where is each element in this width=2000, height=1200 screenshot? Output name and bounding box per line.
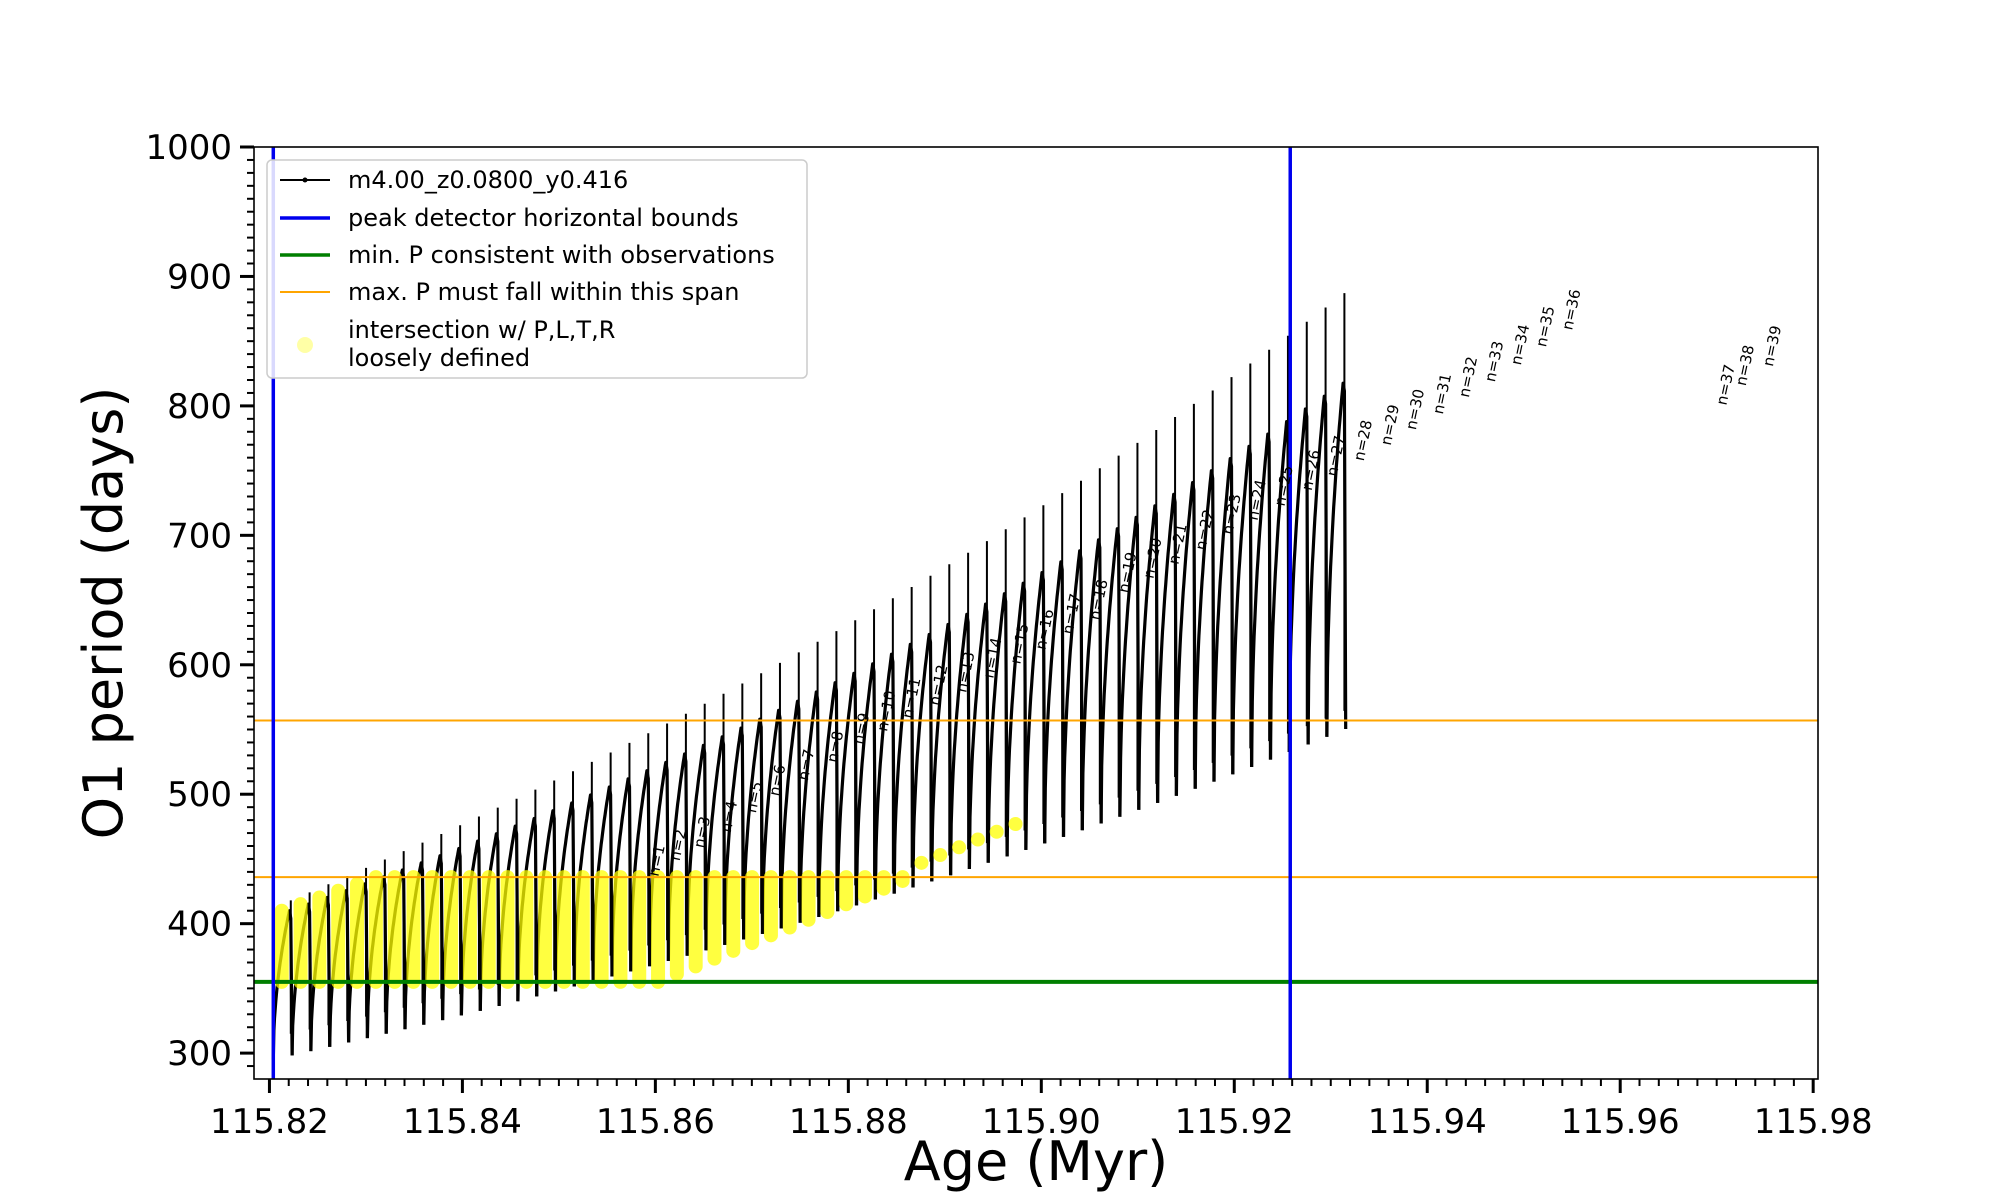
series-cycle (1118, 515, 1141, 817)
series-cycle (1043, 560, 1066, 844)
series-cycle (1212, 457, 1235, 782)
series-cycle (723, 726, 746, 945)
series-cycle (1156, 492, 1178, 803)
series-cycle (1024, 571, 1047, 850)
x-tick-label: 115.84 (403, 1102, 522, 1142)
intersection-marker (914, 855, 929, 870)
legend-label: min. P consistent with observations (348, 241, 775, 269)
series-cycle (892, 642, 915, 894)
y-tick-label: 600 (167, 646, 232, 686)
legend-label: loosely defined (348, 344, 530, 372)
series-cycle (817, 681, 840, 918)
series-cycle (1061, 549, 1084, 837)
x-tick-label: 115.98 (1754, 1102, 1873, 1142)
intersection-marker (970, 832, 985, 847)
series-cycle (854, 662, 877, 906)
intersection-marker (933, 848, 948, 863)
series-cycle (742, 717, 765, 940)
series-cycle (986, 592, 1009, 863)
series-cycle (967, 602, 990, 870)
series-cycle (1099, 527, 1122, 824)
series-cycle (798, 690, 821, 923)
series-cycle (1325, 381, 1348, 737)
series-cycle (1193, 469, 1216, 789)
y-tick-label: 900 (167, 257, 232, 297)
x-axis-title: Age (Myr) (904, 1130, 1169, 1193)
series-cycle (949, 612, 971, 876)
series-cycle (911, 632, 934, 888)
series-cycle (836, 671, 859, 912)
legend-box (266, 159, 808, 379)
y-tick-label: 400 (167, 905, 232, 945)
y-tick-label: 500 (167, 775, 232, 815)
series-cycle (1137, 504, 1160, 810)
intersection-marker (952, 840, 967, 855)
series-cycle (779, 699, 802, 929)
axes-layer: 115.82 115.84 115.86 115.88 115.90 115.92 115.… (145, 128, 1872, 1142)
reference-lines-layer (254, 147, 1818, 1079)
series-cycle (760, 708, 783, 934)
x-tick-label: 115.90 (982, 1102, 1101, 1142)
legend-label: peak detector horizontal bounds (348, 204, 739, 232)
series-cycle (1268, 420, 1291, 760)
x-tick-label: 115.94 (1368, 1102, 1487, 1142)
series-cycle (685, 743, 708, 956)
x-tick-label: 115.92 (1175, 1102, 1294, 1142)
legend-swatch-marker (302, 177, 308, 183)
series-cycle (1005, 581, 1028, 857)
legend-label: intersection w/ P,L,T,R (348, 316, 615, 344)
series-cycle (1306, 394, 1329, 745)
y-tick-label: 700 (167, 516, 232, 556)
y-tick-label: 800 (167, 387, 232, 427)
y-axis-title: O1 period (days) (72, 387, 135, 840)
y-tick-label: 1000 (145, 128, 232, 168)
legend-label: max. P must fall within this span (348, 278, 739, 306)
series-cycle (1287, 407, 1310, 753)
series-cycle (1231, 444, 1254, 775)
x-tick-label: 115.88 (789, 1102, 908, 1142)
series-cycle (1174, 481, 1197, 796)
series-cycle (704, 735, 727, 951)
x-tick-label: 115.96 (1561, 1102, 1680, 1142)
intersection-layer (274, 816, 1023, 989)
x-tick-label: 115.82 (210, 1102, 329, 1142)
series-cycle (1080, 538, 1103, 831)
series-cycle (930, 622, 953, 882)
legend-swatch-marker (297, 337, 313, 353)
intersection-marker (1008, 816, 1023, 831)
series-cycle (1250, 432, 1273, 768)
intersection-marker (989, 824, 1004, 839)
y-tick-label: 300 (167, 1034, 232, 1074)
x-tick-label: 115.86 (596, 1102, 715, 1142)
legend-label: m4.00_z0.0800_y0.416 (348, 166, 628, 194)
